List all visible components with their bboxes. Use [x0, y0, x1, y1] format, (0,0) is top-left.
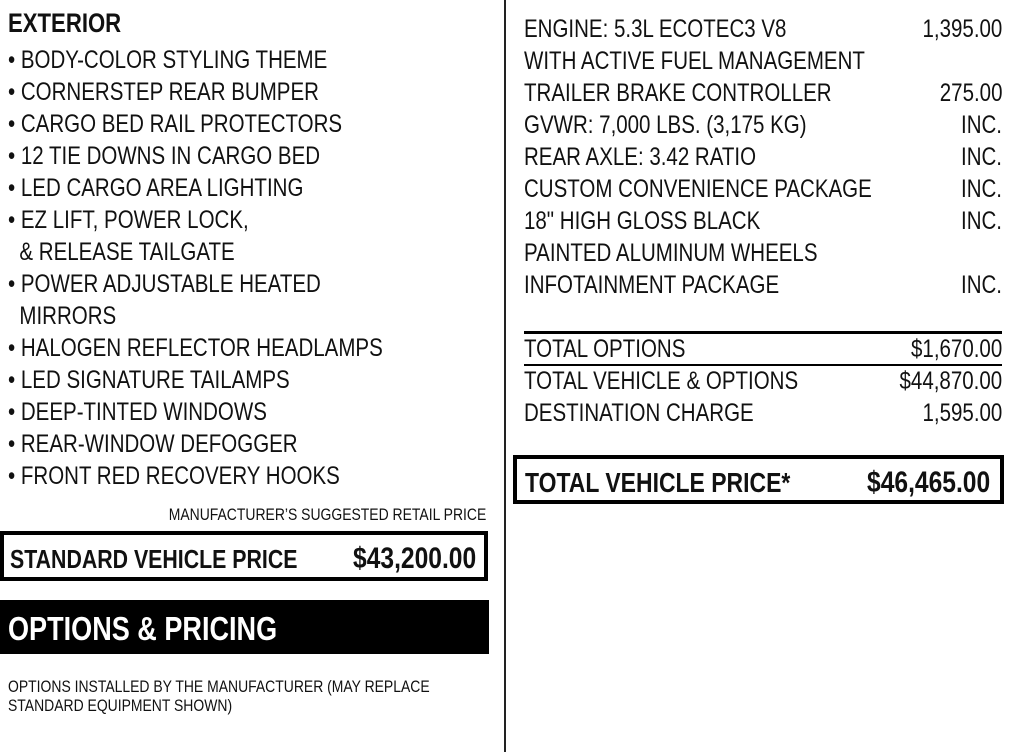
exterior-item: • DEEP-TINTED WINDOWS: [8, 398, 267, 426]
option-label: WITH ACTIVE FUEL MANAGEMENT: [524, 47, 865, 75]
exterior-item: • LED SIGNATURE TAILAMPS: [8, 366, 290, 394]
option-label: REAR AXLE: 3.42 RATIO: [524, 143, 757, 171]
msrp-label: MANUFACTURER’S SUGGESTED RETAIL PRICE: [168, 505, 486, 524]
exterior-item: • POWER ADJUSTABLE HEATED: [8, 270, 321, 298]
exterior-item: & RELEASE TAILGATE: [8, 238, 235, 266]
option-label: CUSTOM CONVENIENCE PACKAGE: [524, 175, 872, 203]
option-price: 1,395.00: [922, 15, 1002, 43]
option-label: 18" HIGH GLOSS BLACK: [524, 207, 761, 235]
options-note-line-2: STANDARD EQUIPMENT SHOWN): [8, 696, 233, 715]
options-heading-bar: OPTIONS & PRICING: [0, 600, 489, 654]
option-price: INC.: [961, 111, 1002, 139]
exterior-item: MIRRORS: [8, 302, 117, 330]
options-note-line-1: OPTIONS INSTALLED BY THE MANUFACTURER (M…: [8, 677, 430, 696]
exterior-item: • BODY-COLOR STYLING THEME: [8, 46, 328, 74]
option-label: TRAILER BRAKE CONTROLLER: [524, 79, 832, 107]
option-price: 275.00: [939, 79, 1002, 107]
option-price: INC.: [961, 143, 1002, 171]
total-value: 1,595.00: [922, 399, 1002, 427]
total-label: DESTINATION CHARGE: [524, 399, 754, 427]
exterior-item: • FRONT RED RECOVERY HOOKS: [8, 462, 340, 490]
options-heading: OPTIONS & PRICING: [8, 610, 278, 647]
option-price: INC.: [961, 175, 1002, 203]
exterior-heading: EXTERIOR: [8, 8, 122, 38]
standard-price-value: $43,200.00: [352, 542, 476, 575]
exterior-item: • LED CARGO AREA LIGHTING: [8, 174, 304, 202]
exterior-item: • REAR-WINDOW DEFOGGER: [8, 430, 298, 458]
total-value: $1,670.00: [910, 335, 1002, 363]
option-label: INFOTAINMENT PACKAGE: [524, 271, 780, 299]
exterior-item: • CARGO BED RAIL PROTECTORS: [8, 110, 343, 138]
total-price-label: TOTAL VEHICLE PRICE*: [525, 467, 791, 498]
option-label: ENGINE: 5.3L ECOTEC3 V8: [524, 15, 787, 43]
totals-top-rule: [524, 331, 1002, 334]
option-label: PAINTED ALUMINUM WHEELS: [524, 239, 818, 267]
option-price: INC.: [961, 207, 1002, 235]
exterior-item: • 12 TIE DOWNS IN CARGO BED: [8, 142, 321, 170]
total-value: $44,870.00: [899, 367, 1002, 395]
total-price-value: $46,465.00: [866, 466, 990, 499]
total-price-box: TOTAL VEHICLE PRICE* $46,465.00: [513, 455, 1004, 504]
totals-mid-rule: [524, 364, 1002, 366]
exterior-item: • CORNERSTEP REAR BUMPER: [8, 78, 319, 106]
total-label: TOTAL OPTIONS: [524, 335, 686, 363]
exterior-item: • EZ LIFT, POWER LOCK,: [8, 206, 249, 234]
standard-price-box: STANDARD VEHICLE PRICE $43,200.00: [0, 531, 488, 581]
column-divider: [504, 0, 506, 752]
option-price: INC.: [961, 271, 1002, 299]
option-label: GVWR: 7,000 LBS. (3,175 KG): [524, 111, 807, 139]
exterior-item: • HALOGEN REFLECTOR HEADLAMPS: [8, 334, 383, 362]
total-label: TOTAL VEHICLE & OPTIONS: [524, 367, 799, 395]
standard-price-label: STANDARD VEHICLE PRICE: [10, 544, 298, 574]
